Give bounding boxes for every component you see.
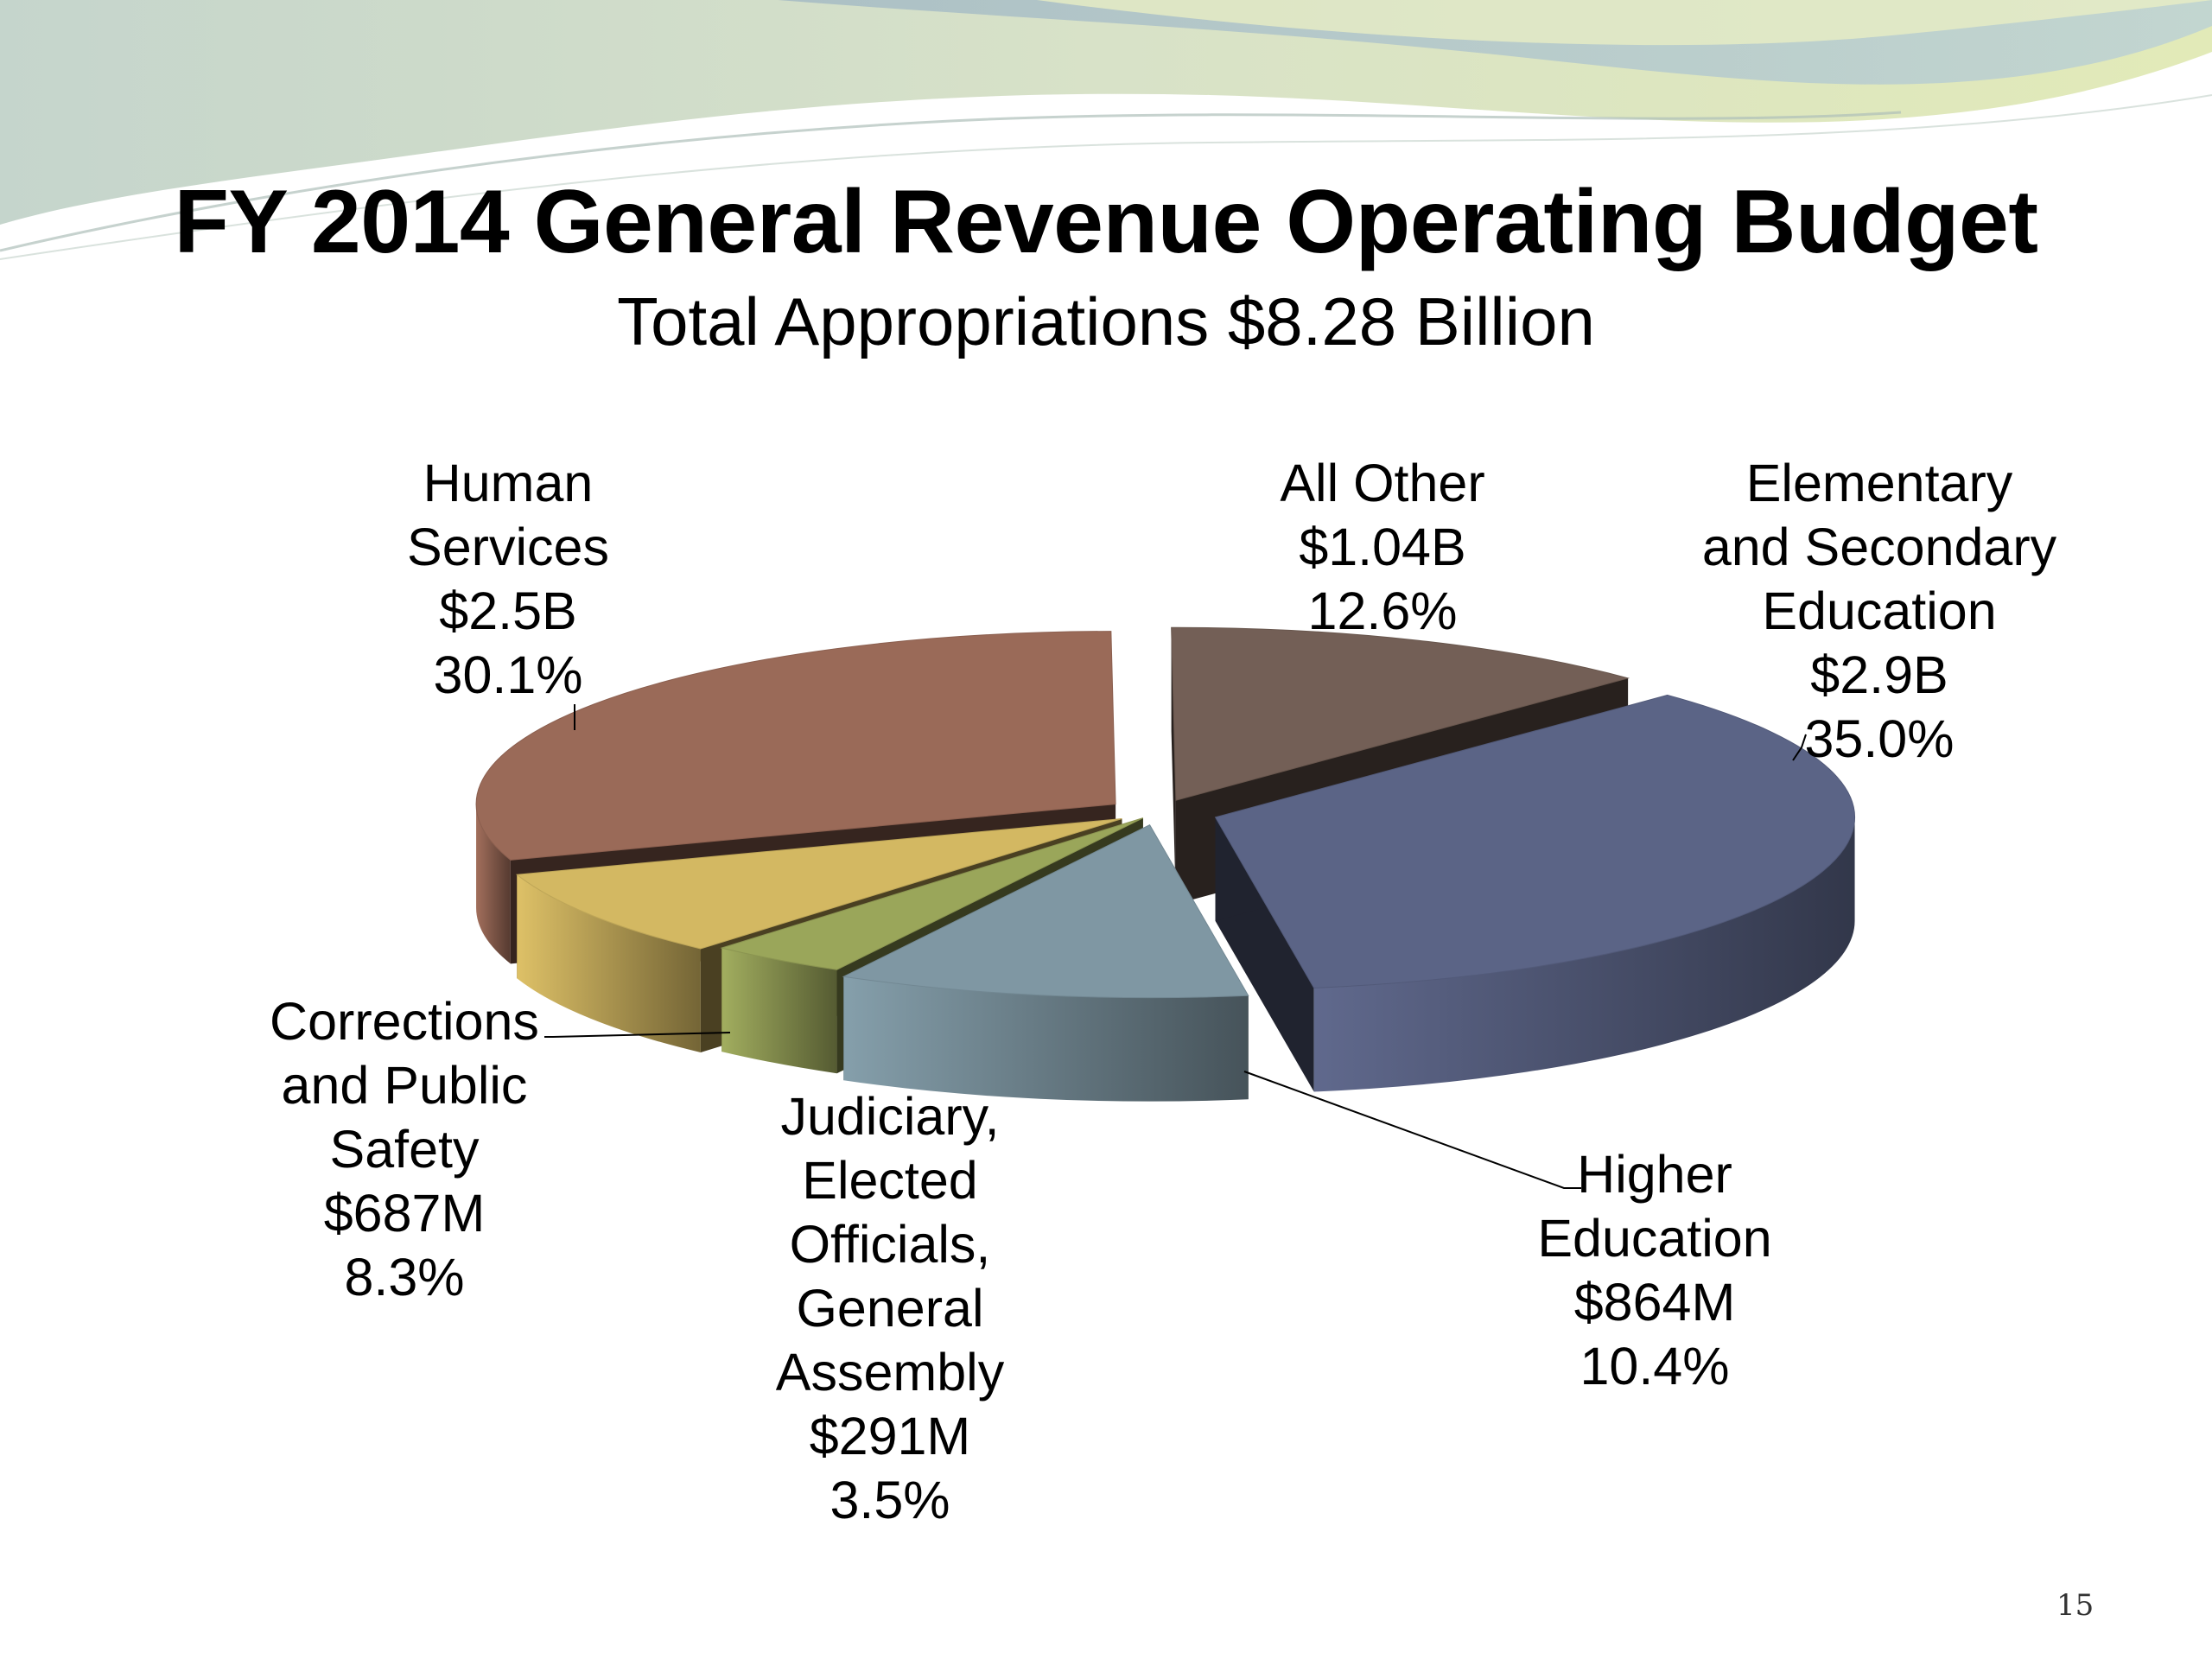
- data-label-line: $2.5B: [439, 582, 577, 640]
- data-label-line: All Other: [1280, 454, 1485, 512]
- pie-slice-side: [721, 948, 837, 1074]
- data-label-line: and Secondary: [1701, 518, 2057, 576]
- page-number: 15: [2056, 1588, 2094, 1623]
- data-label-line: Assembly: [775, 1343, 1005, 1402]
- data-label: Judiciary, Elected Officials, General Assemb…: [776, 1084, 1004, 1532]
- pie-slice: [1171, 626, 1630, 801]
- data-label-line: Elementary: [1745, 454, 2013, 512]
- pie-slice-side: [517, 874, 701, 1052]
- data-label-line: General: [796, 1279, 984, 1338]
- pie-slice-side: [843, 976, 1249, 1102]
- data-label-line: 3.5%: [830, 1471, 950, 1529]
- pie-slice: [1214, 694, 1856, 988]
- pie-slice-side: [1313, 817, 1855, 1092]
- data-label-line: 10.4%: [1580, 1337, 1730, 1395]
- data-label-line: and Public: [281, 1056, 528, 1115]
- data-label: Higher Education $864M 10.4%: [1537, 1142, 1771, 1398]
- data-label-line: Human: [423, 454, 594, 512]
- data-label-line: Elected: [802, 1151, 978, 1210]
- data-label-line: $2.9B: [1810, 645, 1948, 704]
- header-wave-decoration: [0, 0, 2212, 260]
- data-label-line: Corrections: [270, 992, 539, 1051]
- data-label: All Other $1.04B 12.6%: [1280, 451, 1484, 643]
- data-label-line: $1.04B: [1299, 518, 1466, 576]
- leader-line: [1792, 734, 1807, 761]
- pie-slice: [720, 817, 1144, 970]
- slide-subtitle: Total Appropriations $8.28 Billion: [617, 283, 1595, 359]
- data-label-line: $291M: [809, 1407, 971, 1465]
- pie-slice: [475, 631, 1116, 861]
- pie-slice: [842, 823, 1249, 999]
- data-label-line: Safety: [329, 1120, 480, 1179]
- data-label-line: 12.6%: [1307, 582, 1458, 640]
- data-label-line: Judiciary,: [780, 1087, 1000, 1146]
- data-label: Elementary and Secondary Education $2.9B 35.…: [1702, 451, 2056, 771]
- data-label-line: 30.1%: [433, 645, 583, 704]
- data-label-line: Officials,: [789, 1215, 991, 1274]
- pie-slice-cut-face: [1171, 627, 1176, 905]
- data-label-line: 8.3%: [344, 1248, 465, 1306]
- data-label-line: Services: [407, 518, 609, 576]
- leader-line: [544, 1032, 731, 1038]
- pie-slice-side: [476, 804, 511, 964]
- data-label-line: $687M: [323, 1184, 486, 1243]
- pie-slice: [515, 818, 1122, 950]
- data-label-line: Education: [1537, 1209, 1772, 1268]
- leader-line: [1243, 1071, 1581, 1189]
- data-label-line: 35.0%: [1804, 709, 1955, 768]
- data-label: Human Services $2.5B 30.1%: [407, 451, 609, 707]
- slide-title: FY 2014 General Revenue Operating Budget: [174, 172, 2039, 272]
- data-label-line: Higher: [1577, 1145, 1732, 1204]
- data-label: Corrections and Public Safety $687M 8.3%: [270, 989, 539, 1309]
- data-label-line: $864M: [1573, 1273, 1736, 1332]
- pie-tops: [475, 626, 1856, 999]
- data-label-line: Education: [1762, 582, 1997, 640]
